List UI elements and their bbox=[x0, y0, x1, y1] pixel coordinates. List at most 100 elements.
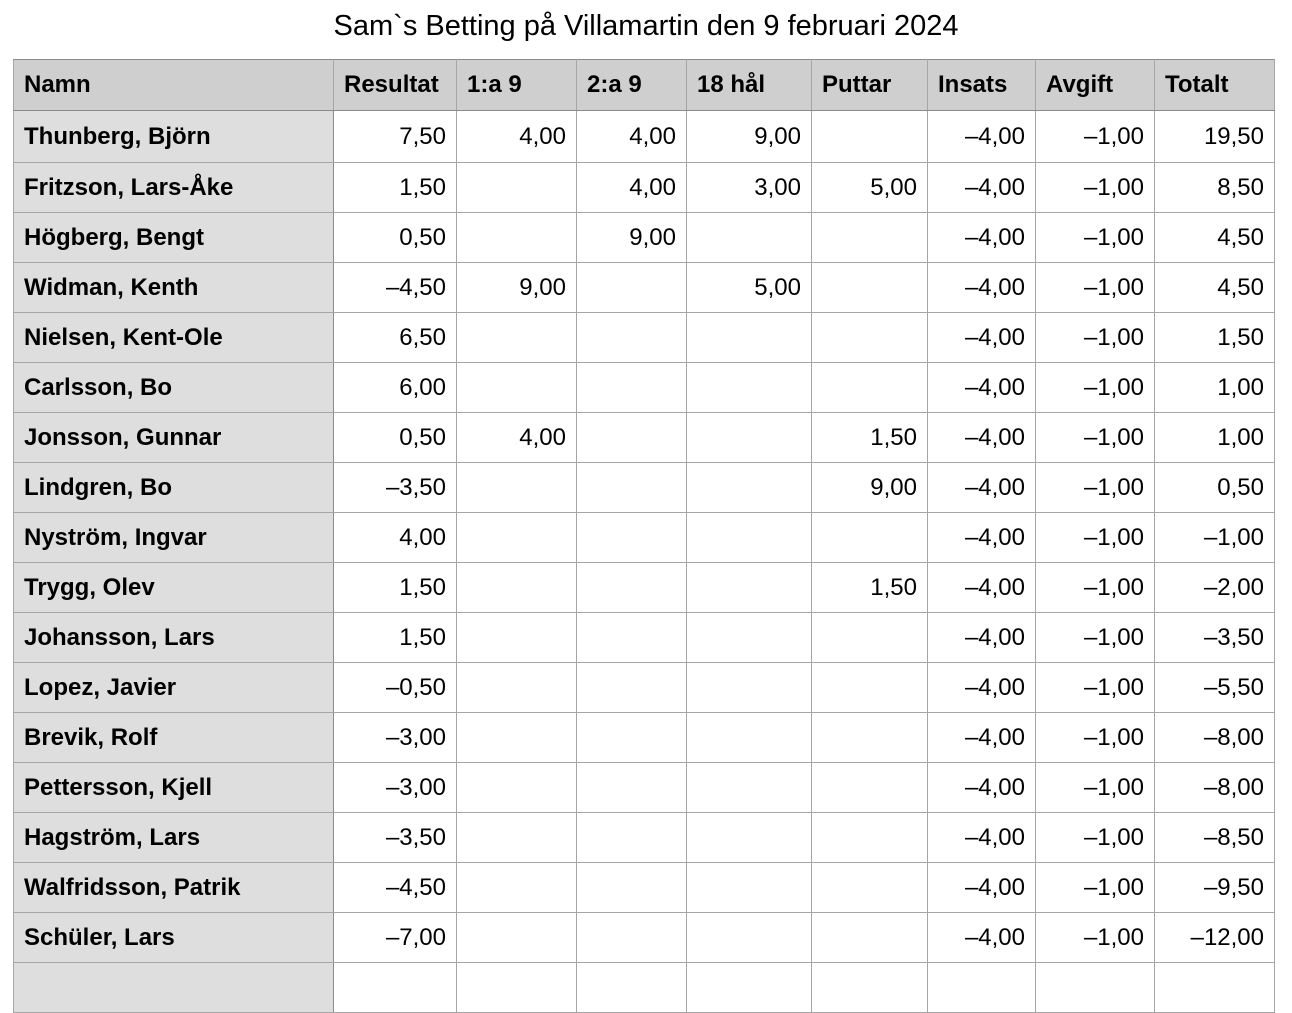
cell-puttar[interactable] bbox=[811, 512, 928, 563]
cell-18-hal[interactable] bbox=[686, 362, 812, 413]
cell-18-hal[interactable] bbox=[686, 862, 812, 913]
cell-puttar[interactable]: 5,00 bbox=[811, 162, 928, 213]
cell-18-hal[interactable]: 5,00 bbox=[686, 262, 812, 313]
cell-1a-9[interactable] bbox=[456, 512, 577, 563]
cell-puttar[interactable]: 9,00 bbox=[811, 462, 928, 513]
cell-resultat[interactable]: 6,00 bbox=[333, 362, 457, 413]
cell-namn[interactable]: Carlsson, Bo bbox=[13, 362, 334, 413]
cell-totalt[interactable]: –1,00 bbox=[1154, 512, 1275, 563]
cell-puttar[interactable] bbox=[811, 212, 928, 263]
cell-avgift[interactable]: –1,00 bbox=[1035, 110, 1155, 163]
cell-insats[interactable]: –4,00 bbox=[927, 662, 1036, 713]
cell-totalt[interactable]: –12,00 bbox=[1154, 912, 1275, 963]
cell-2a-9[interactable] bbox=[576, 512, 687, 563]
cell-totalt[interactable]: 1,00 bbox=[1154, 412, 1275, 463]
cell-namn[interactable]: Trygg, Olev bbox=[13, 562, 334, 613]
cell-18-hal[interactable] bbox=[686, 512, 812, 563]
cell-18-hal[interactable] bbox=[686, 962, 812, 1013]
cell-2a-9[interactable] bbox=[576, 412, 687, 463]
cell-insats[interactable]: –4,00 bbox=[927, 762, 1036, 813]
cell-namn[interactable] bbox=[13, 962, 334, 1013]
cell-2a-9[interactable] bbox=[576, 712, 687, 763]
cell-18-hal[interactable]: 3,00 bbox=[686, 162, 812, 213]
cell-2a-9[interactable] bbox=[576, 312, 687, 363]
cell-resultat[interactable]: 6,50 bbox=[333, 312, 457, 363]
cell-2a-9[interactable] bbox=[576, 862, 687, 913]
cell-avgift[interactable]: –1,00 bbox=[1035, 512, 1155, 563]
cell-1a-9[interactable] bbox=[456, 862, 577, 913]
cell-totalt[interactable]: –3,50 bbox=[1154, 612, 1275, 663]
cell-18-hal[interactable]: 9,00 bbox=[686, 110, 812, 163]
cell-namn[interactable]: Walfridsson, Patrik bbox=[13, 862, 334, 913]
cell-puttar[interactable] bbox=[811, 962, 928, 1013]
cell-resultat[interactable] bbox=[333, 962, 457, 1013]
cell-totalt[interactable]: 19,50 bbox=[1154, 110, 1275, 163]
cell-avgift[interactable]: –1,00 bbox=[1035, 212, 1155, 263]
cell-avgift[interactable]: –1,00 bbox=[1035, 162, 1155, 213]
cell-avgift[interactable]: –1,00 bbox=[1035, 462, 1155, 513]
cell-insats[interactable]: –4,00 bbox=[927, 110, 1036, 163]
cell-2a-9[interactable] bbox=[576, 562, 687, 613]
cell-totalt[interactable]: 1,50 bbox=[1154, 312, 1275, 363]
cell-1a-9[interactable]: 9,00 bbox=[456, 262, 577, 313]
cell-resultat[interactable]: –0,50 bbox=[333, 662, 457, 713]
cell-avgift[interactable]: –1,00 bbox=[1035, 662, 1155, 713]
cell-namn[interactable]: Hagström, Lars bbox=[13, 812, 334, 863]
cell-1a-9[interactable] bbox=[456, 962, 577, 1013]
cell-totalt[interactable]: –8,00 bbox=[1154, 712, 1275, 763]
cell-puttar[interactable] bbox=[811, 662, 928, 713]
cell-1a-9[interactable] bbox=[456, 612, 577, 663]
cell-puttar[interactable] bbox=[811, 862, 928, 913]
cell-1a-9[interactable] bbox=[456, 712, 577, 763]
cell-insats[interactable]: –4,00 bbox=[927, 462, 1036, 513]
cell-insats[interactable]: –4,00 bbox=[927, 262, 1036, 313]
cell-18-hal[interactable] bbox=[686, 762, 812, 813]
cell-namn[interactable]: Högberg, Bengt bbox=[13, 212, 334, 263]
cell-18-hal[interactable] bbox=[686, 812, 812, 863]
cell-puttar[interactable] bbox=[811, 762, 928, 813]
cell-namn[interactable]: Fritzson, Lars-Åke bbox=[13, 162, 334, 213]
cell-resultat[interactable]: –4,50 bbox=[333, 262, 457, 313]
cell-1a-9[interactable] bbox=[456, 312, 577, 363]
cell-1a-9[interactable] bbox=[456, 162, 577, 213]
cell-namn[interactable]: Nielsen, Kent-Ole bbox=[13, 312, 334, 363]
cell-resultat[interactable]: 0,50 bbox=[333, 212, 457, 263]
cell-avgift[interactable]: –1,00 bbox=[1035, 312, 1155, 363]
cell-2a-9[interactable] bbox=[576, 462, 687, 513]
cell-avgift[interactable]: –1,00 bbox=[1035, 912, 1155, 963]
cell-avgift[interactable]: –1,00 bbox=[1035, 412, 1155, 463]
cell-1a-9[interactable] bbox=[456, 212, 577, 263]
cell-2a-9[interactable] bbox=[576, 912, 687, 963]
cell-namn[interactable]: Widman, Kenth bbox=[13, 262, 334, 313]
cell-1a-9[interactable] bbox=[456, 912, 577, 963]
cell-insats[interactable]: –4,00 bbox=[927, 212, 1036, 263]
cell-insats[interactable]: –4,00 bbox=[927, 812, 1036, 863]
cell-insats[interactable]: –4,00 bbox=[927, 512, 1036, 563]
cell-totalt[interactable]: 4,50 bbox=[1154, 262, 1275, 313]
column-header-insats[interactable]: Insats bbox=[927, 59, 1036, 111]
cell-avgift[interactable]: –1,00 bbox=[1035, 612, 1155, 663]
cell-puttar[interactable] bbox=[811, 812, 928, 863]
cell-namn[interactable]: Nyström, Ingvar bbox=[13, 512, 334, 563]
column-header-namn[interactable]: Namn bbox=[13, 59, 334, 111]
cell-18-hal[interactable] bbox=[686, 212, 812, 263]
cell-1a-9[interactable]: 4,00 bbox=[456, 110, 577, 163]
cell-1a-9[interactable] bbox=[456, 462, 577, 513]
cell-18-hal[interactable] bbox=[686, 912, 812, 963]
cell-1a-9[interactable] bbox=[456, 362, 577, 413]
cell-resultat[interactable]: –7,00 bbox=[333, 912, 457, 963]
cell-insats[interactable]: –4,00 bbox=[927, 162, 1036, 213]
column-header-2a-9[interactable]: 2:a 9 bbox=[576, 59, 687, 111]
cell-totalt[interactable] bbox=[1154, 962, 1275, 1013]
cell-resultat[interactable]: 4,00 bbox=[333, 512, 457, 563]
cell-namn[interactable]: Johansson, Lars bbox=[13, 612, 334, 663]
cell-totalt[interactable]: 4,50 bbox=[1154, 212, 1275, 263]
cell-namn[interactable]: Schüler, Lars bbox=[13, 912, 334, 963]
cell-2a-9[interactable] bbox=[576, 962, 687, 1013]
cell-namn[interactable]: Pettersson, Kjell bbox=[13, 762, 334, 813]
column-header-avgift[interactable]: Avgift bbox=[1035, 59, 1155, 111]
cell-insats[interactable]: –4,00 bbox=[927, 912, 1036, 963]
cell-1a-9[interactable] bbox=[456, 662, 577, 713]
cell-1a-9[interactable]: 4,00 bbox=[456, 412, 577, 463]
cell-resultat[interactable]: 7,50 bbox=[333, 110, 457, 163]
